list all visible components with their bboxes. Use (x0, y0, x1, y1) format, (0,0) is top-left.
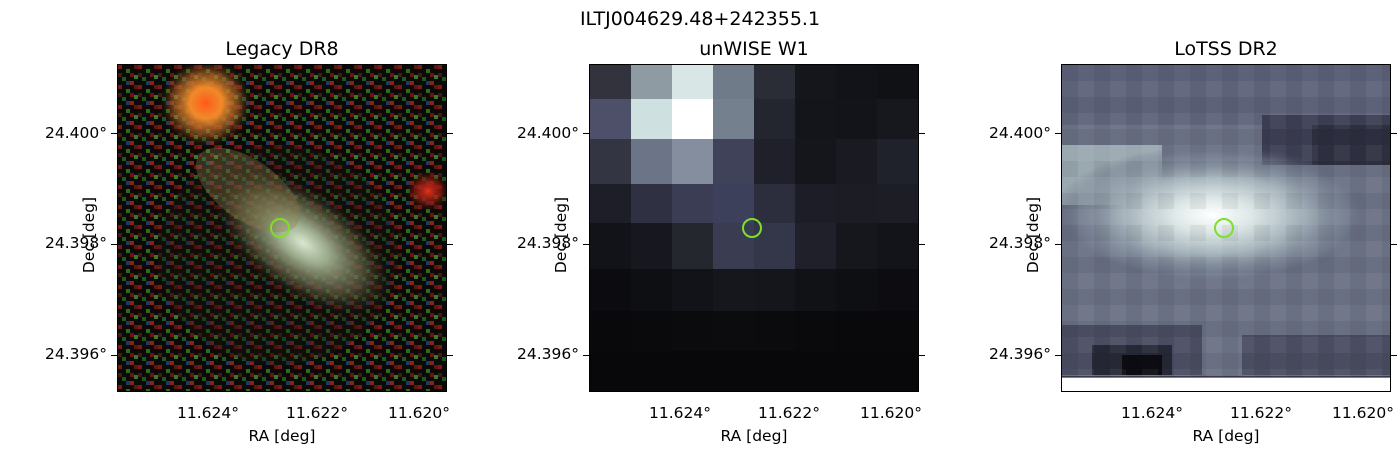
ytick-label: 24.398° (517, 234, 579, 252)
xtick-label: 11.620° (388, 404, 450, 422)
ytick-mark (447, 244, 453, 245)
ytick-mark (1391, 355, 1397, 356)
ytick-mark (447, 355, 453, 356)
ytick-mark (1055, 244, 1061, 245)
xtick-label: 11.620° (1332, 404, 1394, 422)
ytick-label: 24.398° (45, 234, 107, 252)
xtick-label: 11.622° (758, 404, 820, 422)
xtick-label: 11.624° (177, 404, 239, 422)
ytick-mark (583, 133, 589, 134)
ytick-label: 24.396° (517, 345, 579, 363)
lotss-image (1061, 64, 1391, 392)
panel-title: unWISE W1 (699, 38, 809, 60)
ytick-mark (919, 244, 925, 245)
ytick-label: 24.396° (989, 345, 1051, 363)
ytick-label: 24.400° (45, 124, 107, 142)
ytick-mark (111, 355, 117, 356)
ytick-label: 24.398° (989, 234, 1051, 252)
ytick-label: 24.400° (989, 124, 1051, 142)
ytick-mark (1391, 244, 1397, 245)
x-axis-label: RA [deg] (720, 427, 788, 445)
panel-unwise-w1: unWISE W1 (517, 0, 925, 458)
ytick-mark (1391, 133, 1397, 134)
xtick-label: 11.622° (1230, 404, 1292, 422)
ytick-label: 24.400° (517, 124, 579, 142)
panel-lotss-dr2: LoTSS DR2 (989, 0, 1397, 458)
ytick-mark (111, 133, 117, 134)
ytick-mark (583, 244, 589, 245)
xtick-label: 11.622° (286, 404, 348, 422)
y-axis-label: Dec [deg] (80, 196, 98, 274)
source-marker (270, 218, 290, 238)
y-axis-label: Dec [deg] (1024, 196, 1042, 274)
ytick-mark (1055, 355, 1061, 356)
xtick-label: 11.624° (649, 404, 711, 422)
ytick-mark (583, 355, 589, 356)
ytick-mark (919, 355, 925, 356)
panel-title: Legacy DR8 (225, 38, 339, 60)
xtick-label: 11.620° (860, 404, 922, 422)
panel-legacy-dr8: Legacy DR8 (45, 0, 453, 458)
source-marker (742, 218, 762, 238)
xtick-label: 11.624° (1121, 404, 1183, 422)
ytick-label: 24.396° (45, 345, 107, 363)
source-marker (1214, 218, 1234, 238)
ytick-mark (919, 133, 925, 134)
figure-title: ILTJ004629.48+242355.1 (579, 8, 821, 30)
ytick-mark (1055, 133, 1061, 134)
ytick-mark (111, 244, 117, 245)
y-axis-label: Dec [deg] (552, 196, 570, 274)
panel-title: LoTSS DR2 (1174, 38, 1278, 60)
lotss-image-canvas (1062, 65, 1390, 391)
ytick-mark (447, 133, 453, 134)
x-axis-label: RA [deg] (248, 427, 316, 445)
x-axis-label: RA [deg] (1192, 427, 1260, 445)
